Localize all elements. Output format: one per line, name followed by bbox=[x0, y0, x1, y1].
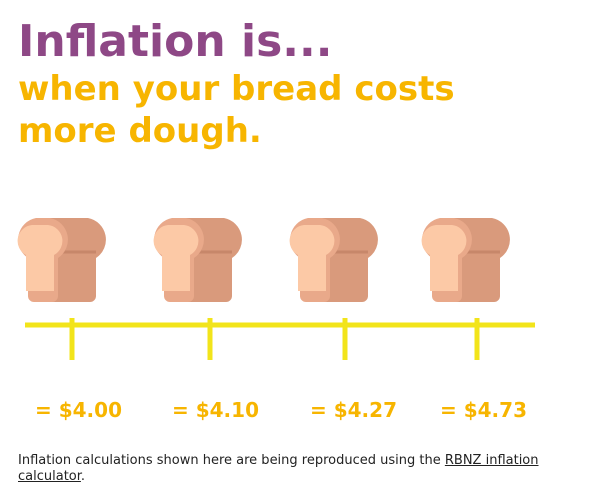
subtitle: more dough. bbox=[18, 111, 262, 151]
subtitle: when your bread costs bbox=[18, 69, 455, 109]
footnote: Inflation calculations shown here are be… bbox=[18, 453, 578, 485]
price: = $4.00 bbox=[35, 398, 122, 422]
prices: = $4.00 = $4.10 = $4.27 = $4.73 bbox=[35, 398, 527, 422]
title: Inflation is... bbox=[18, 16, 332, 67]
bread-icons bbox=[16, 216, 512, 304]
timeline bbox=[25, 318, 535, 360]
footnote-link[interactable]: RBNZ inflation calculator bbox=[18, 453, 539, 484]
price: = $4.27 bbox=[310, 398, 397, 422]
price: = $4.10 bbox=[172, 398, 259, 422]
price: = $4.73 bbox=[440, 398, 527, 422]
footnote-end: . bbox=[80, 469, 86, 484]
footnote-text: Inflation calculations shown here are be… bbox=[18, 453, 441, 468]
